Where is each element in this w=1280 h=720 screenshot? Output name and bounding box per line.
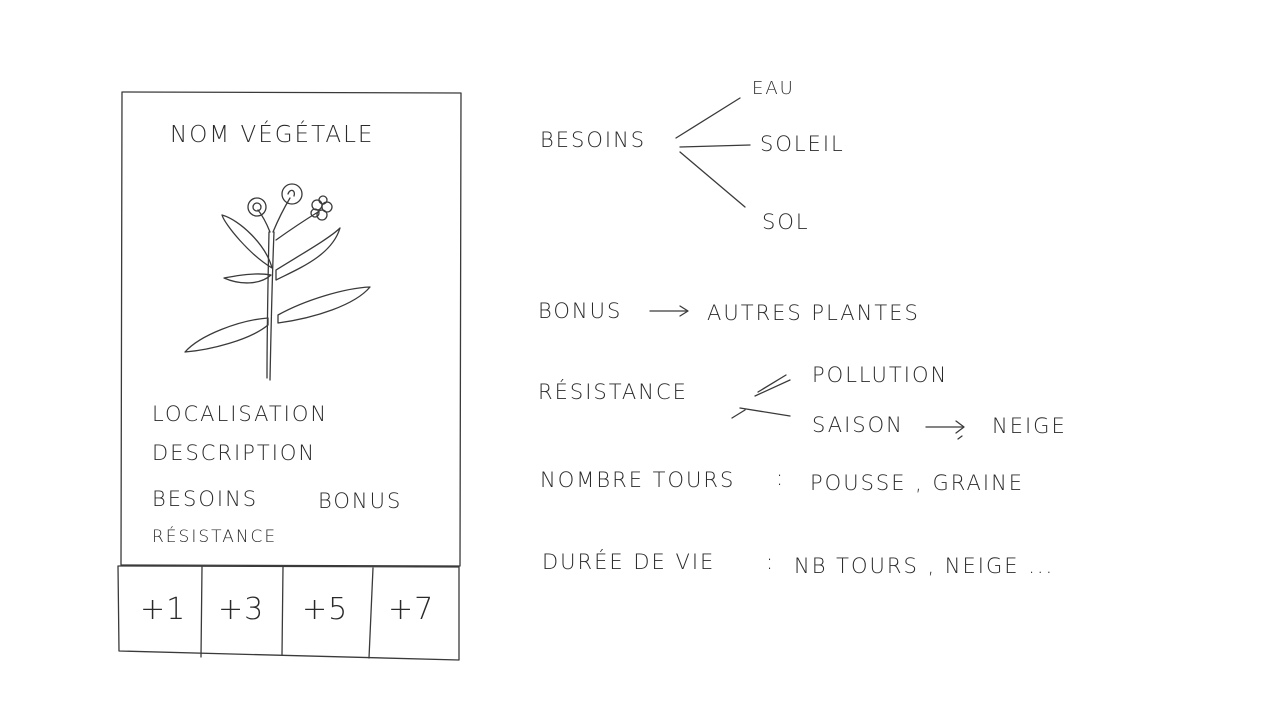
besoins-branch-sol [679,151,746,208]
duree-de-vie-values: NB TOURS , NEIGE ... [794,554,1055,578]
besoins-branch-soleil [679,144,751,148]
saison-neige: NEIGE [992,414,1067,438]
duree-de-vie-label: DURÉE DE VIE [542,550,716,574]
bonus-label: BONUS [538,299,623,323]
bonus-cell-1: +1 [140,592,187,627]
card-field-bonus: BONUS [318,489,403,513]
plant-card [120,90,460,655]
resistance-label: RÉSISTANCE [538,380,688,404]
besoins-sol: SOL [762,210,810,234]
card-frame [120,91,462,567]
resistance-saison: SAISON [812,413,904,437]
bonus-cell-7: +7 [388,592,435,627]
bonus-target: AUTRES PLANTES [707,301,920,325]
bonus-arrow [649,305,689,317]
resistance-branch-pollution [754,374,791,397]
duree-de-vie-separator: : [766,550,776,574]
card-field-resistance: RÉSISTANCE [152,527,278,547]
bonus-divider-2 [281,566,284,656]
card-field-localisation: LOCALISATION [152,402,329,426]
nombre-tours-separator: : [776,466,786,490]
besoins-eau: EAU [752,78,795,99]
besoins-branch-eau [675,97,741,139]
plant-illustration [184,183,371,381]
bonus-divider-3 [368,567,374,659]
card-title: NOM VÉGÉTALE [170,122,375,148]
bonus-divider-1 [200,566,203,658]
saison-arrow [925,420,965,440]
resistance-pollution: POLLUTION [812,363,949,387]
bonus-cell-3: +3 [218,592,265,627]
nombre-tours-values: POUSSE , GRAINE [810,471,1025,495]
nombre-tours-label: NOMBRE TOURS [540,468,736,492]
bonus-cell-5: +5 [302,592,349,627]
card-field-description: DESCRIPTION [152,441,317,465]
besoins-label: BESOINS [540,128,647,152]
besoins-soleil: SOLEIL [760,132,845,156]
card-bonus-strip [117,565,460,661]
resistance-branch-saison [731,407,791,419]
card-field-besoins: BESOINS [152,487,259,511]
